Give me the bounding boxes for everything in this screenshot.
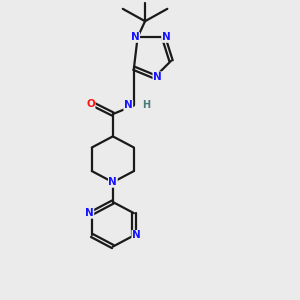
Text: N: N [132,230,141,241]
Text: N: N [162,32,170,42]
Text: N: N [153,72,162,82]
Text: N: N [131,32,140,42]
Text: N: N [109,177,117,187]
Text: N: N [124,100,133,110]
Text: H: H [142,100,150,110]
Text: N: N [85,208,94,218]
Text: O: O [86,99,95,109]
